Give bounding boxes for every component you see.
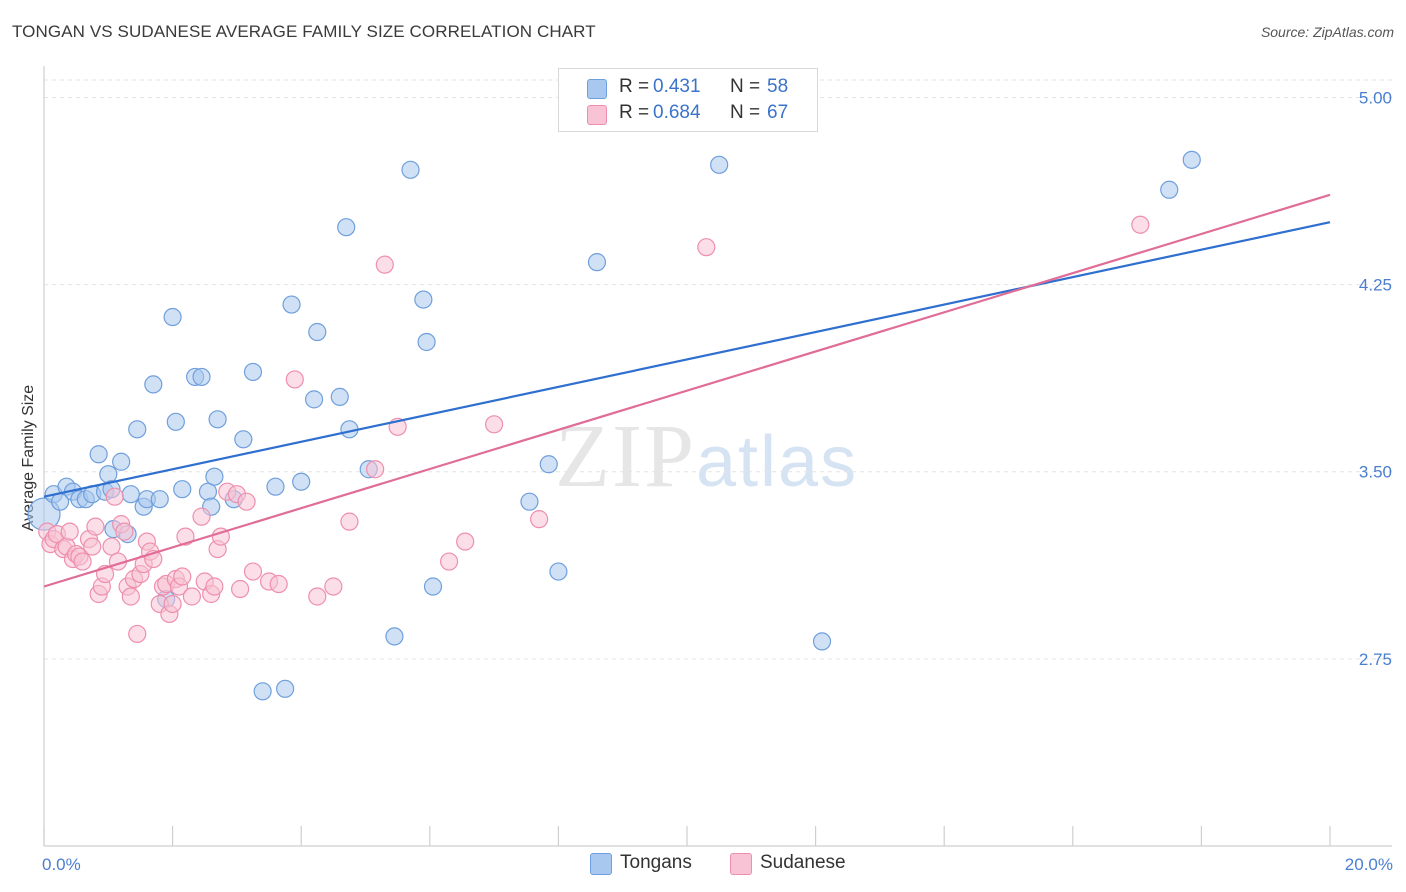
data-point-tongans bbox=[266, 477, 285, 496]
data-point-tongans bbox=[337, 218, 356, 237]
legend: R = 0.431 N = 58 R = 0.684 N = 67 bbox=[558, 68, 818, 132]
data-point-tongans bbox=[192, 367, 211, 387]
data-point-tongans bbox=[520, 492, 539, 511]
y-tick-label: 4.25 bbox=[1359, 276, 1392, 295]
data-point-sudanese bbox=[163, 594, 182, 614]
data-point-sudanese bbox=[105, 487, 124, 506]
data-point-tongans bbox=[282, 295, 301, 314]
x-tick-label: 0.0% bbox=[42, 855, 81, 874]
data-point-tongans bbox=[253, 682, 272, 701]
data-point-tongans bbox=[587, 253, 607, 272]
data-point-tongans bbox=[150, 490, 169, 509]
data-point-tongans bbox=[304, 390, 324, 409]
data-point-tongans bbox=[208, 410, 227, 429]
data-point-tongans bbox=[205, 467, 224, 486]
legend-n-value: 67 bbox=[767, 102, 789, 123]
data-point-tongans bbox=[234, 430, 253, 449]
data-point-tongans bbox=[549, 562, 568, 581]
data-point-tongans bbox=[812, 632, 832, 651]
data-point-sudanese bbox=[237, 492, 256, 511]
data-point-tongans bbox=[385, 627, 404, 646]
bottom-legend-swatch-tongans bbox=[590, 853, 612, 875]
data-point-tongans bbox=[276, 679, 295, 698]
data-point-sudanese bbox=[530, 510, 549, 529]
x-tick-label: 20.0% bbox=[1345, 855, 1393, 874]
data-point-tongans bbox=[166, 412, 185, 431]
data-point-sudanese bbox=[86, 517, 105, 536]
data-point-sudanese bbox=[456, 532, 475, 551]
y-tick-label: 5.00 bbox=[1359, 88, 1392, 107]
data-point-tongans bbox=[128, 420, 147, 439]
legend-r-value: 0.431 bbox=[653, 76, 701, 97]
data-point-tongans bbox=[308, 322, 327, 342]
data-point-tongans bbox=[710, 155, 729, 174]
y-axis-label: Average Family Size bbox=[20, 385, 37, 532]
data-point-tongans bbox=[414, 290, 433, 309]
data-point-tongans bbox=[99, 465, 118, 484]
data-point-sudanese bbox=[128, 624, 147, 644]
data-point-sudanese bbox=[231, 579, 250, 599]
legend-r-label: R = bbox=[619, 102, 650, 123]
data-point-tongans bbox=[173, 480, 192, 499]
bottom-legend-swatch-sudanese bbox=[730, 853, 752, 875]
data-point-sudanese bbox=[182, 587, 201, 606]
source-note: Source: ZipAtlas.com bbox=[1260, 24, 1394, 40]
data-point-tongans bbox=[121, 485, 140, 504]
legend-n-label: N = bbox=[730, 102, 761, 123]
data-point-tongans bbox=[1182, 150, 1201, 169]
data-point-sudanese bbox=[205, 577, 224, 596]
data-point-tongans bbox=[292, 472, 311, 491]
data-point-sudanese bbox=[285, 370, 304, 389]
data-point-tongans bbox=[417, 332, 436, 352]
data-point-tongans bbox=[112, 452, 131, 471]
data-point-sudanese bbox=[102, 537, 121, 556]
data-point-sudanese bbox=[83, 537, 102, 556]
data-point-tongans bbox=[144, 375, 163, 394]
legend-swatch-sudanese bbox=[587, 105, 607, 125]
legend-n-label: N = bbox=[730, 76, 761, 97]
data-point-tongans bbox=[330, 387, 349, 406]
data-point-sudanese bbox=[375, 255, 394, 274]
data-point-tongans bbox=[1160, 180, 1179, 199]
data-point-tongans bbox=[89, 445, 108, 464]
data-point-sudanese bbox=[485, 415, 504, 434]
bottom-legend-label-tongans: Tongans bbox=[620, 852, 692, 873]
data-point-sudanese bbox=[340, 512, 359, 531]
data-point-sudanese bbox=[439, 552, 459, 571]
data-point-tongans bbox=[423, 577, 443, 596]
data-point-tongans bbox=[243, 362, 263, 382]
legend-r-value: 0.684 bbox=[653, 102, 701, 123]
data-point-tongans bbox=[163, 307, 182, 327]
trend-line-sudanese bbox=[43, 193, 1331, 588]
chart-title: TONGAN VS SUDANESE AVERAGE FAMILY SIZE C… bbox=[12, 22, 596, 41]
data-point-sudanese bbox=[308, 587, 327, 606]
data-point-sudanese bbox=[697, 238, 716, 257]
y-tick-label: 3.50 bbox=[1359, 463, 1392, 482]
data-point-tongans bbox=[539, 455, 558, 474]
legend-r-label: R = bbox=[619, 76, 650, 97]
trend-line-tongans bbox=[43, 221, 1331, 498]
data-point-sudanese bbox=[269, 574, 288, 594]
watermark-atlas: atlas bbox=[696, 422, 859, 502]
data-point-sudanese bbox=[324, 577, 343, 596]
data-point-tongans bbox=[401, 160, 420, 179]
data-point-sudanese bbox=[366, 460, 385, 479]
data-point-sudanese bbox=[115, 522, 134, 541]
bottom-legend-label-sudanese: Sudanese bbox=[760, 852, 846, 873]
data-point-sudanese bbox=[243, 562, 263, 581]
data-point-sudanese bbox=[60, 522, 79, 541]
data-point-sudanese bbox=[176, 527, 195, 546]
data-point-sudanese bbox=[121, 587, 140, 606]
data-point-sudanese bbox=[173, 567, 192, 586]
data-point-sudanese bbox=[1131, 215, 1150, 234]
watermark: ZIPatlas bbox=[555, 405, 858, 508]
data-point-sudanese bbox=[192, 507, 211, 526]
data-point-sudanese bbox=[73, 552, 92, 571]
legend-n-value: 58 bbox=[767, 76, 789, 97]
y-tick-label: 2.75 bbox=[1359, 650, 1392, 669]
legend-swatch-tongans bbox=[587, 79, 607, 99]
